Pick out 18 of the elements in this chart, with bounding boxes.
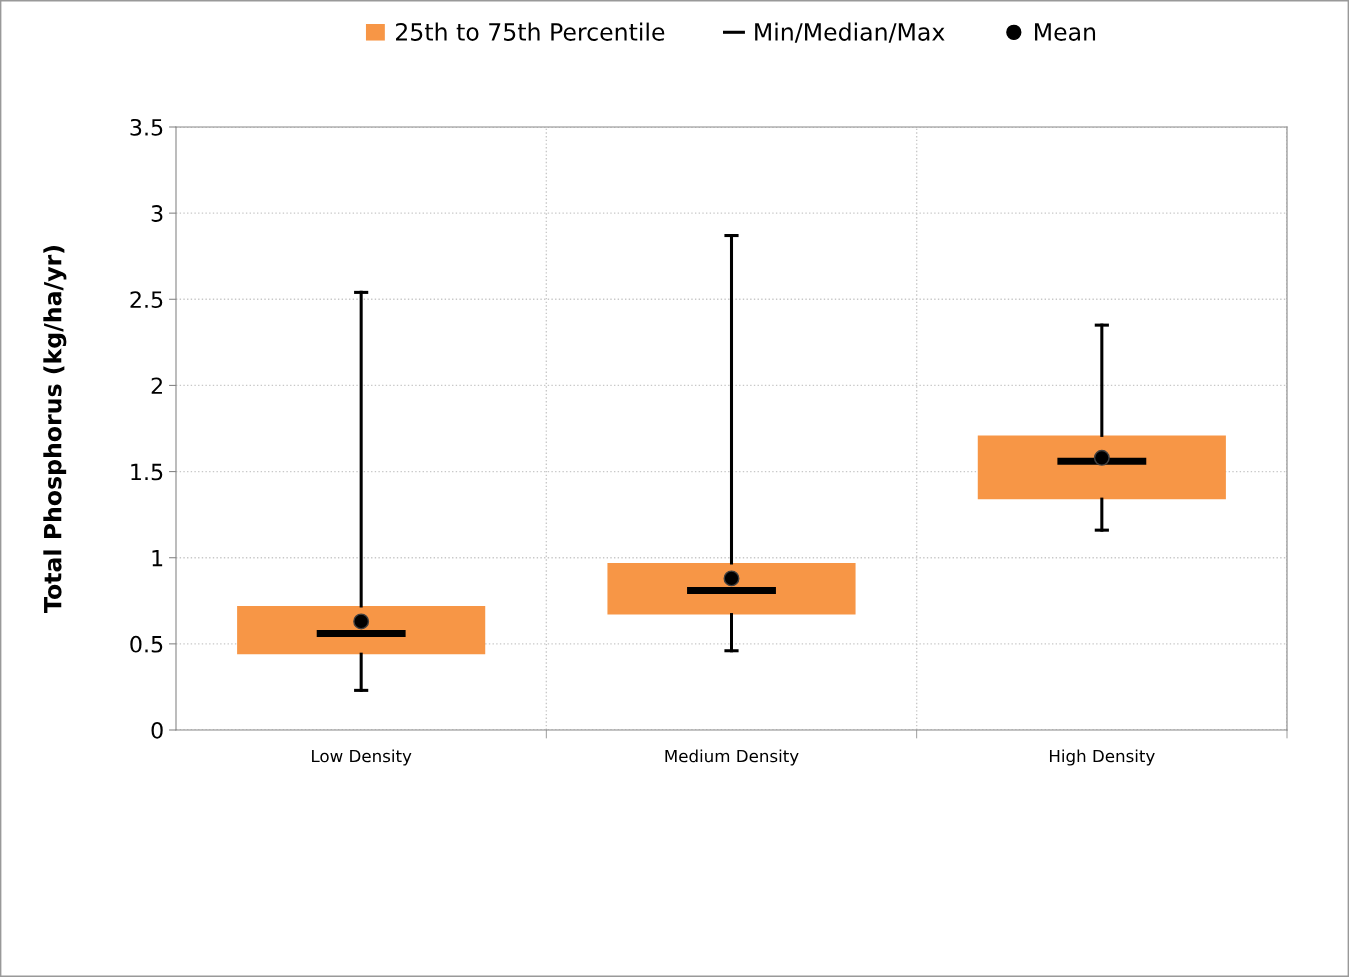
text: Min/Median/Max: [755, 22, 945, 43]
x-tick-label: High Density: [1049, 749, 1155, 766]
y-tick-label: 1.5: [131, 463, 163, 481]
x-tick-label: Low Density: [312, 749, 412, 766]
y-tick-label: 2: [151, 377, 162, 394]
point: [1093, 449, 1110, 466]
y-tick-label: 0.5: [130, 635, 163, 653]
y-tick-label: 3.5: [130, 118, 163, 136]
y-tick-label: 1: [152, 549, 163, 567]
point: [353, 613, 370, 630]
x-tick-label: Medium Density: [665, 749, 799, 766]
legend-label: Mean: [1035, 23, 1096, 41]
y-tick-label: 2.5: [130, 291, 163, 309]
point: [723, 570, 740, 587]
y-tick-label: 0: [151, 721, 163, 739]
y-axis-title: Total Phosphorus (kg/ha/yr): [43, 246, 67, 613]
y-tick-label: 3: [151, 205, 163, 222]
legend-label: 25th to 75th Percentile: [396, 22, 665, 41]
